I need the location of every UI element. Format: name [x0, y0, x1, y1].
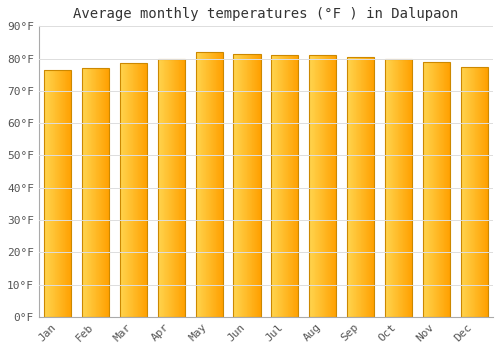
Bar: [120, 63, 147, 317]
Bar: [460, 66, 488, 317]
Bar: [347, 57, 374, 317]
Bar: [44, 70, 72, 317]
Bar: [158, 58, 185, 317]
Title: Average monthly temperatures (°F ) in Dalupaon: Average monthly temperatures (°F ) in Da…: [74, 7, 458, 21]
Bar: [196, 52, 223, 317]
Bar: [82, 68, 109, 317]
Bar: [271, 55, 298, 317]
Bar: [309, 55, 336, 317]
Bar: [422, 62, 450, 317]
Bar: [385, 58, 412, 317]
Bar: [234, 54, 260, 317]
